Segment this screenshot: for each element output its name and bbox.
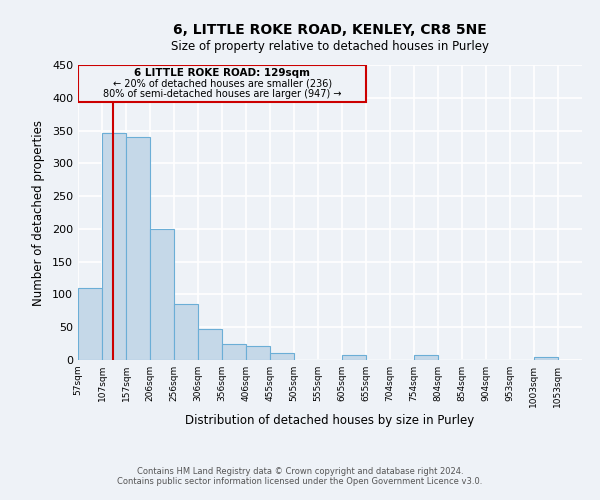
Bar — [78, 65, 366, 102]
Y-axis label: Number of detached properties: Number of detached properties — [32, 120, 45, 306]
X-axis label: Distribution of detached houses by size in Purley: Distribution of detached houses by size … — [185, 414, 475, 427]
Text: ← 20% of detached houses are smaller (236): ← 20% of detached houses are smaller (23… — [113, 78, 332, 88]
Text: Contains public sector information licensed under the Open Government Licence v3: Contains public sector information licen… — [118, 477, 482, 486]
Bar — [534, 358, 558, 360]
Bar — [342, 356, 366, 360]
Bar — [198, 329, 222, 360]
Text: 80% of semi-detached houses are larger (947) →: 80% of semi-detached houses are larger (… — [103, 89, 341, 99]
Text: Size of property relative to detached houses in Purley: Size of property relative to detached ho… — [171, 40, 489, 53]
Bar — [222, 344, 246, 360]
Bar — [174, 304, 198, 360]
Text: 6 LITTLE ROKE ROAD: 129sqm: 6 LITTLE ROKE ROAD: 129sqm — [134, 68, 310, 78]
Bar — [102, 132, 126, 360]
Text: Contains HM Land Registry data © Crown copyright and database right 2024.: Contains HM Land Registry data © Crown c… — [137, 467, 463, 476]
Bar — [246, 346, 270, 360]
Bar — [126, 137, 150, 360]
Bar — [78, 288, 102, 360]
Bar — [270, 353, 294, 360]
Bar — [150, 229, 174, 360]
Bar — [414, 356, 438, 360]
Text: 6, LITTLE ROKE ROAD, KENLEY, CR8 5NE: 6, LITTLE ROKE ROAD, KENLEY, CR8 5NE — [173, 22, 487, 36]
